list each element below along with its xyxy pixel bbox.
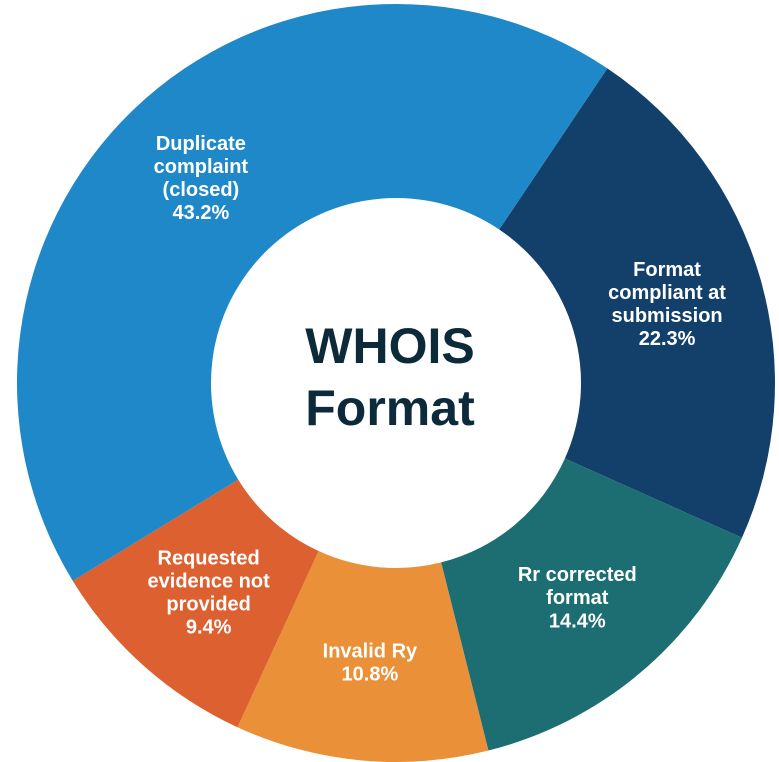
donut-segment [72,479,319,728]
label-line: Invalid Ry [323,641,418,663]
label-line: provided [166,594,250,616]
donut-segment [499,68,775,538]
segment-label: Requested evidence not provided [148,548,271,616]
donut-segment [17,4,608,581]
donut-segment [441,458,742,751]
value-label: 14.4% [549,610,606,632]
segment-label: Format compliant at submission [608,259,726,327]
label-line: submission [612,305,723,327]
label-line: compliant at [608,282,726,304]
segment-label: Rr corrected format [518,564,637,609]
label-line: (closed) [163,179,240,201]
value-label: 10.8% [342,664,399,686]
value-label: 9.4% [186,617,232,639]
value-label: 22.3% [639,328,696,350]
segment-label: Invalid Ry [323,641,418,663]
title-line: Format [305,380,475,436]
label-line: Duplicate [156,133,246,155]
label-line: format [546,587,609,609]
title-line: WHOIS [305,318,474,374]
label-line: complaint [154,156,249,178]
value-label: 43.2% [173,202,230,224]
label-line: Format [633,259,701,281]
label-line: Requested [158,548,260,570]
chart-title: WHOIS Format [305,318,475,436]
donut-segment [237,551,489,762]
label-line: evidence not [148,571,271,593]
label-line: Rr corrected [518,564,637,586]
segment-label: Duplicate complaint (closed) [154,133,249,201]
